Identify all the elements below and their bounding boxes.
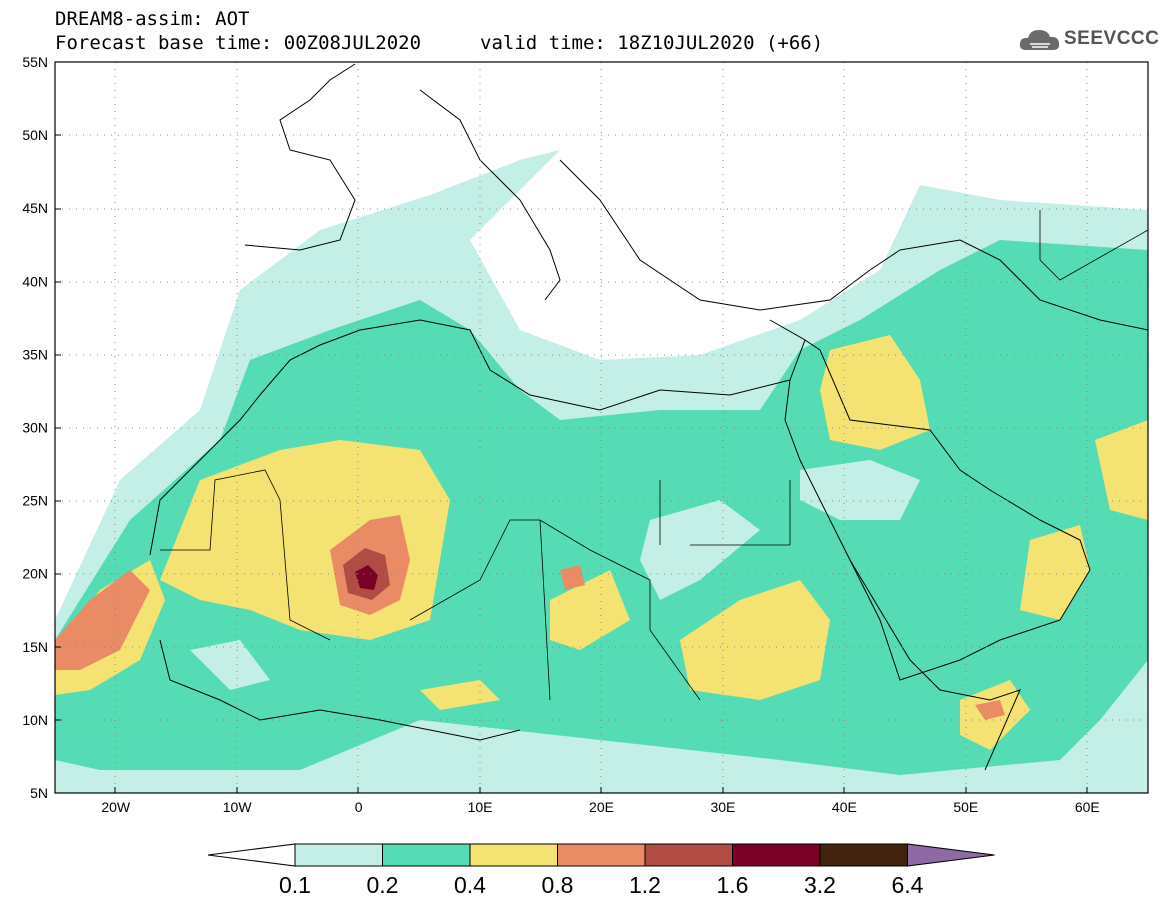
aot-pocket — [800, 460, 920, 520]
longitude-label: 10W — [223, 799, 253, 815]
coastlines — [149, 63, 1148, 771]
colorbar-under-arrow — [207, 843, 296, 867]
aot-band-0.8 — [975, 700, 1005, 720]
graticule — [55, 62, 1148, 793]
colorbar-level-label: 0.4 — [454, 872, 486, 898]
aot-band-0.8 — [55, 570, 150, 670]
longitude-label: 20W — [101, 799, 131, 815]
colorbar-segment — [732, 843, 821, 867]
aot-pocket — [640, 500, 760, 600]
aot-pocket — [190, 640, 270, 690]
colorbar-level-label: 1.2 — [629, 872, 661, 898]
colorbar-segment — [294, 843, 383, 867]
aot-band-0.4 — [1020, 525, 1090, 620]
aot-band-0.4 — [820, 335, 930, 450]
aot-field — [55, 62, 1148, 793]
aot-band-1.6 — [355, 565, 378, 590]
aot-band-0.4 — [680, 580, 830, 700]
latitude-label: 25N — [22, 493, 48, 509]
longitude-label: 60E — [1075, 799, 1100, 815]
latitude-label: 30N — [22, 420, 48, 436]
latitude-label: 5N — [30, 785, 48, 801]
colorbar-segment — [382, 843, 471, 867]
latitude-label: 50N — [22, 127, 48, 143]
colorbar-segment — [557, 843, 646, 867]
colorbar-level-label: 0.8 — [542, 872, 574, 898]
latitude-label: 45N — [22, 200, 48, 216]
colorbar-level-label: 3.2 — [804, 872, 836, 898]
colorbar-over-arrow — [907, 843, 995, 867]
logo-text: SEEVCCC — [1064, 28, 1160, 49]
latitude-label: 55N — [22, 54, 48, 70]
aot-band-0.8 — [560, 565, 585, 590]
map-title: DREAM8-assim: AOT — [55, 8, 250, 30]
longitude-label: 20E — [589, 799, 614, 815]
axis-ticks — [55, 61, 1088, 794]
latitude-label: 15N — [22, 639, 48, 655]
colorbar-level-label: 6.4 — [892, 872, 924, 898]
cloud-icon — [1019, 30, 1060, 50]
aot-band-0.4 — [1095, 420, 1148, 520]
forecast-base-time: Forecast base time: 00Z08JUL2020 — [55, 32, 422, 54]
longitude-label: 40E — [832, 799, 857, 815]
valid-time: valid time: 18Z10JUL2020 (+66) — [480, 32, 824, 54]
longitude-labels: 20W 10W 0 10E 20E 30E 40E 50E 60E — [101, 799, 1099, 815]
colorbar-segment — [819, 843, 908, 867]
colorbar-segment — [644, 843, 733, 867]
colorbar-level-label: 0.2 — [367, 872, 399, 898]
latitude-label: 35N — [22, 346, 48, 362]
latitude-label: 40N — [22, 273, 48, 289]
latitude-label: 10N — [22, 712, 48, 728]
longitude-label: 50E — [953, 799, 978, 815]
longitude-label: 30E — [710, 799, 735, 815]
seevccc-logo: SEEVCCC — [1018, 26, 1160, 54]
colorbar-level-label: 1.6 — [717, 872, 749, 898]
colorbar-segment — [469, 843, 558, 867]
colorbar-level-label: 0.1 — [279, 872, 311, 898]
longitude-label: 10E — [468, 799, 493, 815]
colorbar: 0.1 0.2 0.4 0.8 1.2 1.6 3.2 6.4 — [207, 843, 995, 898]
longitude-label: 0 — [355, 799, 363, 815]
aot-band-0.4 — [420, 680, 500, 710]
latitude-labels: 55N 50N 45N 40N 35N 30N 25N 20N 15N 10N 5N — [22, 54, 48, 801]
latitude-label: 20N — [22, 566, 48, 582]
aot-band-0.4 — [550, 570, 630, 650]
